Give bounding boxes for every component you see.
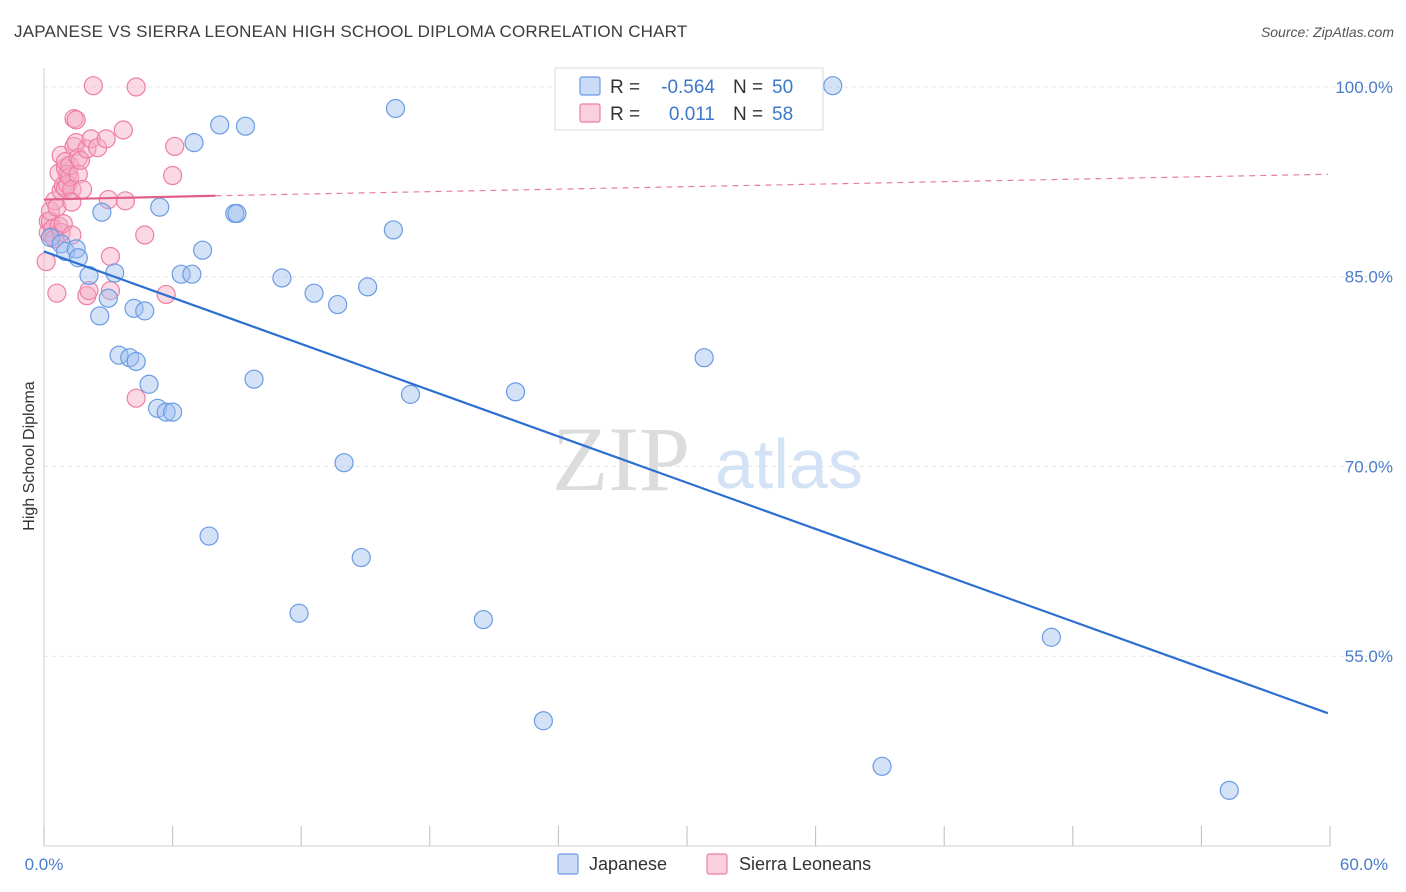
data-point (199, 526, 219, 546)
data-point (83, 76, 103, 96)
data-point (351, 547, 371, 568)
data-point (163, 402, 183, 422)
data-point (98, 189, 118, 210)
x-tick-label-min: 0.0% (25, 855, 64, 874)
y-tick-labels: 100.0% 85.0% 70.0% 55.0% (1335, 78, 1393, 666)
data-point (62, 192, 82, 212)
data-point (115, 191, 136, 211)
data-point (184, 133, 204, 153)
data-point (227, 203, 247, 224)
data-point (1219, 780, 1239, 800)
legend-swatch-japanese (579, 76, 601, 96)
data-point (70, 150, 91, 170)
data-point (358, 277, 378, 297)
data-point (694, 348, 714, 368)
data-point (40, 227, 61, 248)
x-axis-ticks (43, 826, 1331, 846)
data-point (126, 388, 146, 408)
data-point (100, 246, 121, 267)
legend-r-label-sierra: R = (610, 104, 640, 125)
grid-lines (44, 86, 1392, 657)
data-point (150, 197, 170, 217)
data-point (872, 756, 892, 776)
y-tick-label: 70.0% (1345, 457, 1393, 476)
y-tick-label: 85.0% (1345, 268, 1393, 287)
data-point (139, 374, 159, 394)
bottom-legend-label-japanese: Japanese (589, 854, 667, 874)
data-point (100, 281, 121, 301)
data-point (92, 202, 112, 222)
x-tick-label-max: 60.0% (1340, 855, 1388, 874)
data-point (72, 179, 93, 200)
data-point (473, 609, 493, 630)
bottom-legend: Japanese Sierra Leoneans (557, 853, 871, 875)
data-point (533, 711, 553, 731)
data-point (79, 281, 99, 301)
data-point (165, 136, 185, 157)
y-axis-label: High School Diploma (21, 381, 38, 531)
data-point (156, 402, 176, 422)
watermark: ZIP atlas (552, 408, 863, 510)
data-point (68, 164, 88, 184)
data-point (126, 77, 146, 97)
data-point (1041, 627, 1061, 647)
data-point (289, 603, 309, 623)
data-point (66, 110, 86, 130)
data-point (505, 382, 526, 402)
legend-swatch-sierra (579, 103, 601, 123)
data-point (126, 351, 146, 372)
data-point (235, 116, 256, 136)
bottom-legend-label-sierra: Sierra Leoneans (739, 854, 871, 874)
legend-n-label-sierra: N = (733, 104, 763, 125)
data-point (113, 120, 133, 140)
trend-line-japanese (43, 250, 1329, 715)
y-tick-label: 55.0% (1345, 647, 1393, 666)
data-point (823, 76, 843, 96)
data-point (135, 225, 155, 245)
data-point (304, 283, 324, 303)
data-point (385, 98, 406, 119)
data-point (334, 453, 354, 473)
data-point (96, 129, 116, 149)
watermark-atlas: atlas (715, 425, 863, 503)
trend-line-sierra-dashed (215, 173, 1328, 197)
data-point (210, 115, 230, 135)
source-label: Source: ZipAtlas.com (1260, 24, 1394, 40)
trend-line-sierra-solid (43, 194, 216, 201)
bottom-legend-swatch-sierra (706, 853, 728, 875)
data-point (163, 165, 183, 186)
data-point (383, 220, 403, 240)
data-point (135, 301, 155, 321)
series-sierra-leoneans (36, 76, 185, 408)
data-point (400, 384, 421, 404)
stats-legend: R = -0.564 N = 50 R = 0.011 N = 58 (554, 67, 824, 131)
data-point (171, 264, 191, 284)
series-japanese (40, 76, 1239, 800)
legend-r-value-sierra: 0.011 (669, 104, 715, 125)
data-point (272, 268, 292, 288)
legend-r-value-japanese: -0.564 (661, 77, 715, 98)
trend-lines (43, 173, 1329, 715)
legend-n-value-japanese: 50 (772, 77, 793, 98)
legend-n-value-sierra: 58 (772, 104, 793, 125)
data-point (98, 288, 118, 308)
data-point (328, 294, 348, 315)
legend-n-label-japanese: N = (733, 77, 763, 98)
data-point (66, 133, 86, 153)
bottom-legend-swatch-japanese (557, 853, 579, 875)
data-point (244, 369, 264, 389)
chart-title: JAPANESE VS SIERRA LEONEAN HIGH SCHOOL D… (14, 22, 688, 41)
legend-r-label-japanese: R = (610, 77, 640, 98)
data-point (47, 283, 67, 303)
data-point (90, 306, 110, 326)
data-point (182, 264, 202, 284)
data-point (193, 240, 213, 260)
y-tick-label: 100.0% (1335, 78, 1393, 97)
